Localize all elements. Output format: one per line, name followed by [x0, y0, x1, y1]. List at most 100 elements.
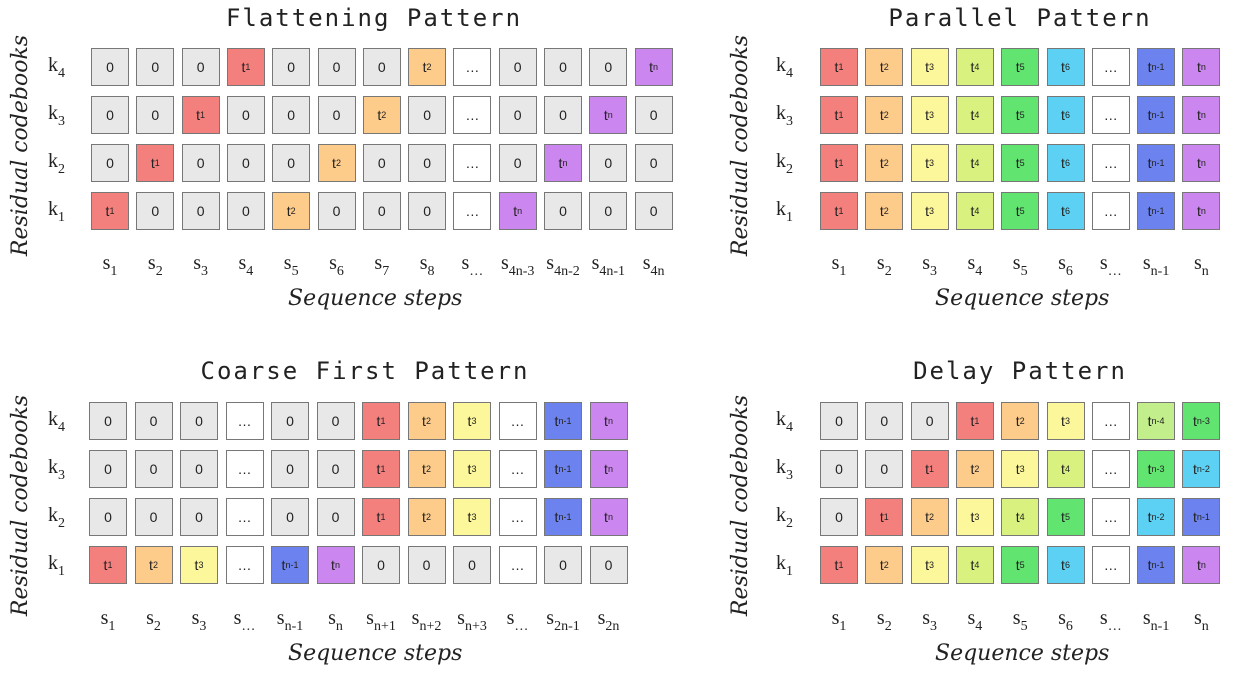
sequence-step-label: s1 — [831, 252, 847, 279]
token-cell: … — [1091, 48, 1130, 86]
token-cell: 0 — [89, 498, 127, 536]
sequence-step-label: sn-1 — [276, 607, 304, 634]
token-cell: … — [1091, 402, 1130, 440]
token-cell: t n-1 — [544, 498, 582, 536]
token-cell: 0 — [134, 450, 173, 488]
token-cell: 0 — [271, 450, 309, 488]
sequence-step-label: s1 — [831, 607, 847, 634]
token-cell: 0 — [498, 144, 537, 182]
token-cell: 0 — [89, 402, 127, 440]
token-cell: 0 — [634, 192, 673, 230]
sequence-step-label: s1 — [100, 607, 116, 634]
sequence-step-label: sn — [1193, 252, 1209, 279]
sequence-step-label: s1 — [102, 252, 118, 279]
token-cell: 0 — [910, 402, 949, 440]
sequence-step-label: s2 — [147, 252, 163, 279]
token-cell: 0 — [89, 450, 127, 488]
sequence-step-label: s2n-1 — [546, 607, 580, 634]
sequence-step-label: s4 — [238, 252, 254, 279]
sequence-step-label: sn — [1193, 607, 1209, 634]
token-cell: 0 — [226, 96, 265, 134]
panel-title: Delay Pattern — [913, 357, 1127, 385]
token-cell: 0 — [544, 96, 582, 134]
token-cell: … — [225, 498, 264, 536]
token-cell: … — [1091, 192, 1130, 230]
token-cell: 0 — [181, 192, 220, 230]
token-cell: … — [225, 546, 264, 584]
token-cell: … — [1091, 498, 1130, 536]
token-cell: t n-1 — [1137, 546, 1176, 584]
sequence-step-label: sn+2 — [411, 607, 442, 634]
panel-title: Flattening Pattern — [225, 4, 523, 32]
panel-title: Coarse First Pattern — [200, 357, 530, 385]
token-cell: … — [453, 96, 492, 134]
token-cell: 0 — [317, 96, 356, 134]
token-cell: 0 — [272, 48, 311, 86]
sequence-step-label: sn-1 — [1142, 607, 1170, 634]
sequence-step-label: s6 — [1058, 252, 1073, 279]
sequence-step-label: s4n-2 — [546, 252, 580, 279]
panel-title: Parallel Pattern — [888, 4, 1152, 32]
token-cell: 0 — [316, 402, 355, 440]
token-cell: 0 — [91, 144, 129, 182]
sequence-step-label: s2n — [597, 607, 620, 634]
delay-pattern-panel: Delay Pattern Residual codebooks k4 0 0 0 t 1 t… — [700, 355, 1233, 674]
token-cell: 0 — [589, 48, 628, 86]
parallel-pattern-panel: Parallel Pattern Residual codebooks k4 t 1 t… — [700, 0, 1233, 330]
sequence-step-label: s4n — [642, 252, 665, 279]
token-cell: 0 — [180, 450, 218, 488]
sequence-step-label: sn-1 — [1142, 252, 1170, 279]
token-cell: … — [453, 192, 492, 230]
sequence-step-label: s… — [1099, 607, 1122, 634]
token-cell: t n-1 — [544, 402, 582, 440]
sequence-step-label: s3 — [191, 607, 207, 634]
token-cell: 0 — [589, 144, 628, 182]
token-cell: 0 — [408, 144, 447, 182]
codebook-row-label: k4 — [776, 408, 793, 435]
token-cell: … — [498, 546, 537, 584]
token-cell: 0 — [180, 402, 218, 440]
sequence-step-label: s… — [1099, 252, 1122, 279]
y-axis-label: Residual codebooks — [727, 394, 753, 616]
sequence-step-label: s4n-1 — [591, 252, 626, 279]
sequence-step-label: s6 — [1058, 607, 1073, 634]
token-cell: … — [225, 450, 264, 488]
token-cell: t n-2 — [1182, 450, 1221, 488]
sequence-step-label: s2 — [876, 252, 892, 279]
token-cell: 0 — [134, 498, 173, 536]
token-cell: … — [498, 498, 537, 536]
coarse-first-pattern-panel: Coarse First Pattern Residual codebooks k… — [0, 355, 700, 674]
codebook-row-label: k3 — [776, 102, 793, 129]
sequence-step-label: sn — [328, 607, 343, 634]
token-cell: 0 — [544, 192, 582, 230]
token-cell: t n-1 — [1137, 144, 1176, 182]
token-cell: 0 — [226, 192, 265, 230]
sequence-step-label: s3 — [922, 607, 937, 634]
token-cell: t n-3 — [1182, 402, 1221, 440]
